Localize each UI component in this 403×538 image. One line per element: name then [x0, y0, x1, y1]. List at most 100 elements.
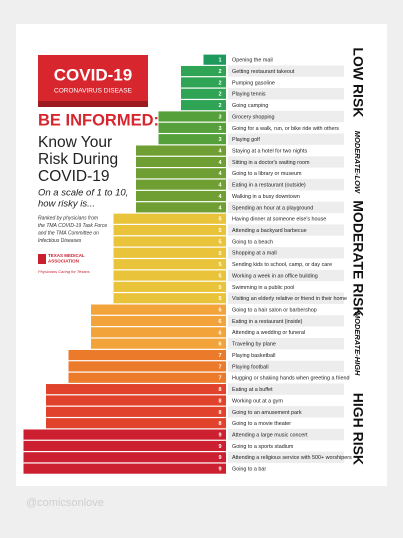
value-label: 5	[218, 251, 221, 257]
row-band	[228, 224, 344, 236]
row-band	[228, 383, 344, 395]
category-label: Pumping gasoline	[232, 80, 275, 86]
value-label: 4	[218, 205, 222, 211]
value-label: 5	[218, 273, 221, 279]
source-line: Ranked by physicians from	[38, 215, 98, 221]
bar	[158, 111, 226, 122]
row-band	[228, 178, 344, 191]
bar	[23, 463, 226, 474]
watermark: @comicsonlove	[26, 497, 104, 509]
title-line: Risk During	[38, 151, 118, 168]
bar	[23, 452, 226, 463]
bar	[181, 88, 226, 99]
bar	[113, 247, 226, 258]
value-label: 7	[218, 364, 221, 370]
value-label: 2	[218, 103, 221, 109]
title-line: COVID-19	[38, 168, 110, 185]
category-label: Attending a religious service with 500+ …	[232, 455, 352, 461]
bar	[46, 418, 226, 429]
category-label: Getting restaurant takeout	[232, 69, 295, 75]
category-label: Going to a movie theater	[232, 421, 291, 427]
value-label: 8	[218, 387, 221, 393]
bar	[181, 65, 226, 77]
value-label: 5	[218, 296, 221, 302]
value-label: 7	[218, 353, 221, 359]
bar	[158, 134, 226, 145]
row-band	[228, 156, 344, 168]
row-band	[228, 110, 344, 123]
logo-line: ASSOCIATION	[48, 259, 79, 264]
category-label: Attending a large music concert	[232, 432, 308, 438]
risk-level-label: LOW RISK	[350, 47, 366, 117]
value-label: 1	[218, 58, 221, 64]
value-label: 8	[218, 410, 221, 416]
category-label: Spending an hour at a playground	[232, 205, 313, 211]
category-label: Eating in a restaurant (outside)	[232, 183, 306, 189]
value-label: 8	[218, 398, 221, 404]
category-label: Having dinner at someone else's house	[232, 217, 326, 223]
badge-stripe	[38, 101, 148, 107]
category-label: Attending a backyard barbecue	[232, 228, 307, 234]
row-band	[228, 428, 344, 441]
row-band	[228, 360, 344, 373]
category-label: Going to an amusement park	[232, 410, 302, 416]
source-line: Infectious Diseases	[38, 238, 82, 244]
row-band	[228, 88, 344, 100]
bar	[68, 361, 226, 372]
bar	[136, 190, 226, 202]
value-label: 9	[218, 444, 221, 450]
source-line: the TMA COVID-19 Task Force	[38, 223, 107, 229]
value-label: 4	[218, 160, 222, 166]
category-label: Going to a hair salon or barbershop	[232, 308, 317, 314]
category-label: Grocery shopping	[232, 114, 275, 120]
bar	[113, 270, 226, 281]
bar	[91, 327, 226, 338]
category-label: Going for a walk, run, or bike ride with…	[232, 126, 339, 132]
bar	[136, 145, 226, 156]
value-label: 6	[218, 319, 221, 325]
bar	[136, 168, 226, 179]
risk-level-label: MODERATE-LOW	[353, 131, 362, 194]
value-label: 2	[218, 92, 221, 98]
bar	[181, 100, 226, 111]
category-label: Playing football	[232, 364, 269, 370]
value-label: 5	[218, 285, 221, 291]
row-band	[228, 201, 344, 214]
bar	[91, 338, 226, 349]
bar	[91, 304, 226, 315]
category-label: Visiting an elderly relative or friend i…	[232, 296, 347, 302]
category-label: Working a week in an office building	[232, 273, 318, 279]
scale-line: On a scale of 1 to 10,	[38, 188, 128, 199]
value-label: 7	[218, 376, 221, 382]
risk-level-label: MODERATE RISK	[350, 200, 366, 316]
row-band	[228, 247, 344, 259]
bar	[91, 315, 226, 327]
category-label: Playing golf	[232, 137, 260, 143]
bar	[113, 225, 226, 236]
value-label: 5	[218, 228, 221, 234]
category-label: Attending a wedding or funeral	[232, 330, 305, 336]
badge-title: COVID-19	[54, 65, 132, 84]
row-band	[228, 338, 344, 350]
tagline: Physicians Caring for Texans	[38, 269, 90, 274]
value-label: 4	[218, 194, 222, 200]
bar	[113, 281, 226, 292]
value-label: 5	[218, 217, 221, 223]
source-line: and the TMA Committee on	[38, 230, 99, 236]
logo-mark	[38, 254, 46, 264]
category-label: Playing tennis	[232, 92, 266, 98]
bar	[136, 202, 226, 213]
row-band	[228, 133, 344, 145]
value-label: 4	[218, 171, 222, 177]
risk-level-label: HIGH RISK	[350, 393, 366, 465]
row-band	[228, 315, 344, 327]
value-label: 6	[218, 308, 221, 314]
category-label: Eating at a buffet	[232, 387, 273, 393]
bar	[113, 236, 226, 247]
badge	[38, 55, 148, 107]
category-label: Hugging or shaking hands when greeting a…	[232, 376, 349, 382]
logo-line: TEXAS MEDICAL	[48, 253, 85, 258]
bar	[113, 293, 226, 304]
value-label: 3	[218, 137, 221, 143]
value-label: 3	[218, 126, 221, 132]
